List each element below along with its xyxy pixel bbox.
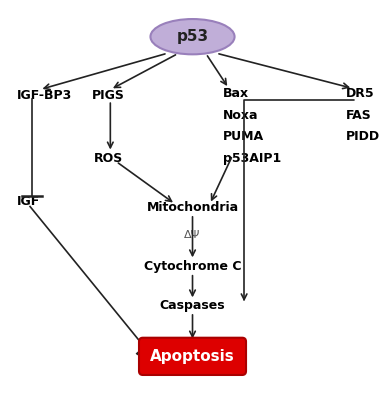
Text: p53AIP1: p53AIP1	[223, 152, 281, 165]
Text: FAS: FAS	[345, 109, 371, 122]
Text: Noxa: Noxa	[223, 109, 259, 122]
Text: Caspases: Caspases	[160, 299, 225, 312]
Text: IGF: IGF	[17, 195, 40, 208]
Text: Cytochrome C: Cytochrome C	[144, 260, 241, 273]
Ellipse shape	[151, 19, 235, 55]
Text: DR5: DR5	[345, 87, 374, 100]
Text: p53: p53	[177, 29, 209, 44]
Text: PUMA: PUMA	[223, 130, 264, 143]
FancyBboxPatch shape	[139, 338, 246, 375]
Text: PIDD: PIDD	[345, 130, 380, 143]
Text: Mitochondria: Mitochondria	[146, 201, 238, 214]
Text: IGF-BP3: IGF-BP3	[17, 89, 72, 102]
Text: Apoptosis: Apoptosis	[150, 349, 235, 364]
Text: Bax: Bax	[223, 87, 249, 100]
Text: ΔΨ: ΔΨ	[184, 230, 201, 240]
Text: PIGS: PIGS	[92, 89, 125, 102]
Text: ROS: ROS	[94, 152, 123, 165]
